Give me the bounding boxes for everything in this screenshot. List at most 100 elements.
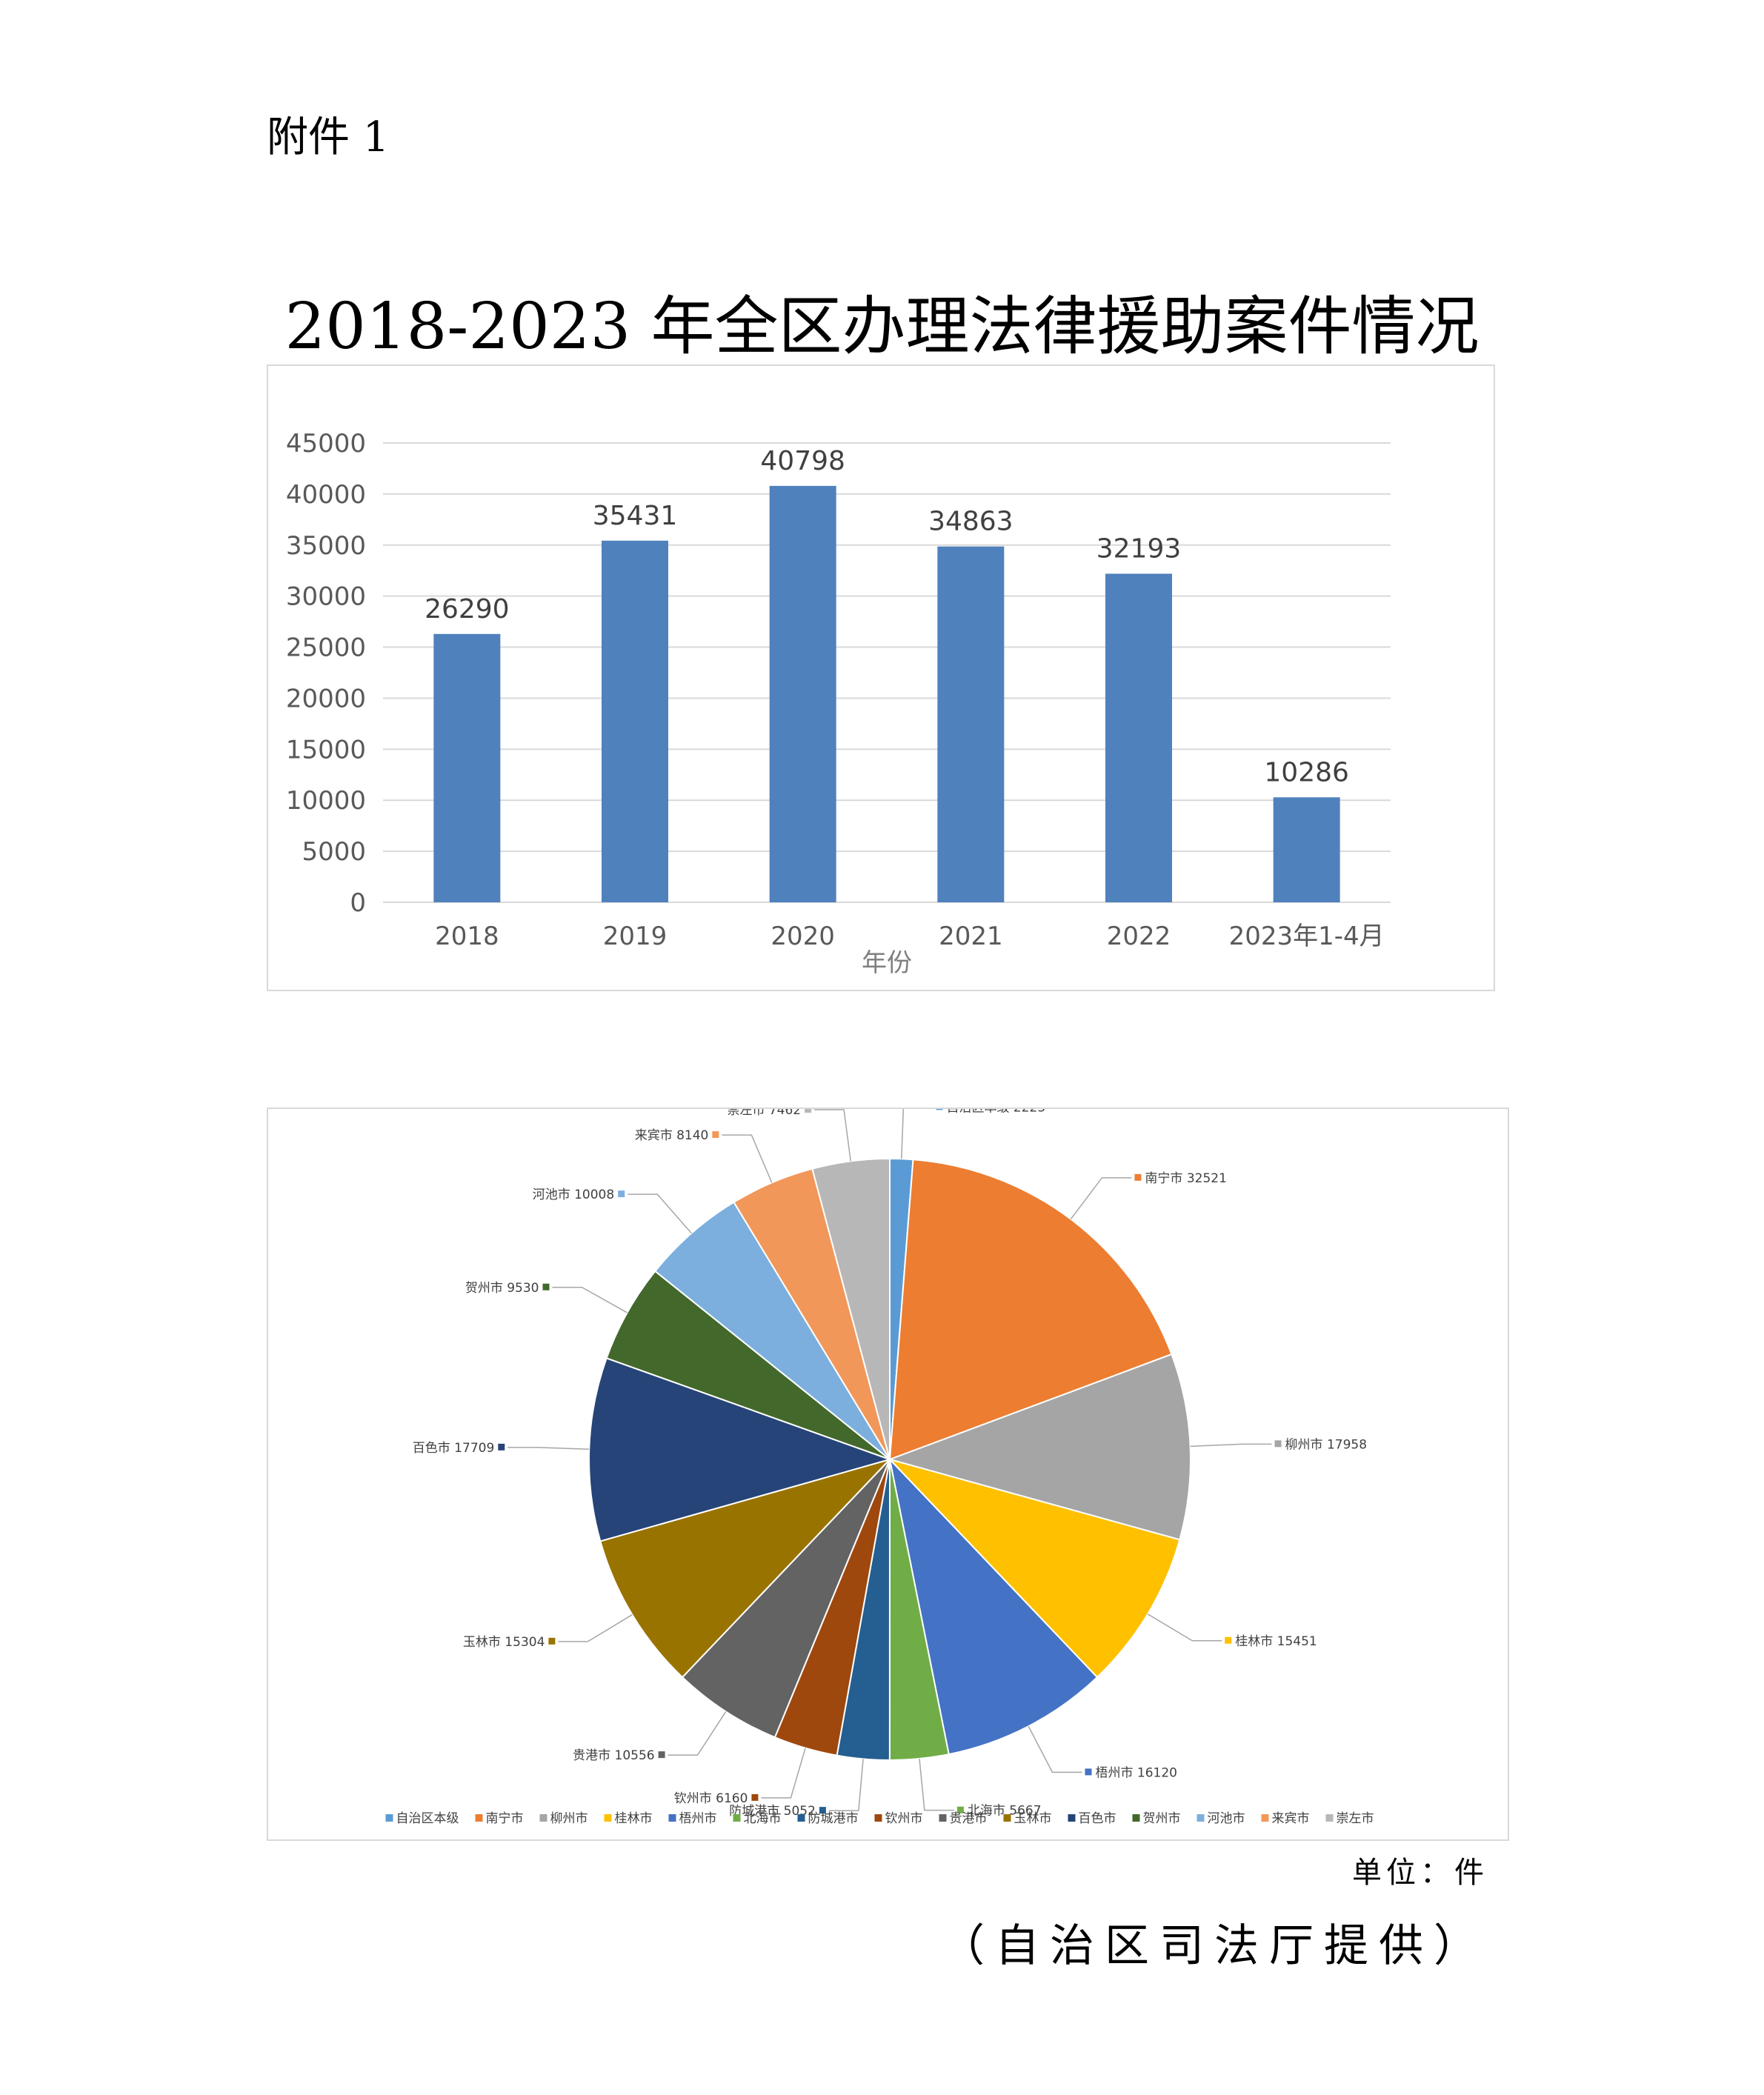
x-tick-label: 2022 (1107, 922, 1171, 951)
legend-swatch (874, 1814, 882, 1822)
leader-line (761, 1748, 806, 1799)
leader-line (901, 1109, 905, 1159)
legend-entry: 贺州市 (1143, 1811, 1181, 1826)
y-tick-label: 10000 (286, 786, 366, 816)
y-tick-label: 25000 (286, 633, 366, 663)
pie-data-label: 柳州市 17958 (1285, 1437, 1367, 1452)
legend-swatch (1003, 1814, 1011, 1822)
legend-entry: 钦州市 (885, 1811, 923, 1826)
pie-data-label: 桂林市 15451 (1235, 1634, 1317, 1649)
legend-entry: 百色市 (1079, 1811, 1116, 1826)
leader-line (668, 1711, 727, 1756)
attachment-label: 附件 1 (267, 113, 390, 161)
leader-line (1070, 1177, 1132, 1220)
leader-line (1147, 1613, 1222, 1642)
legend-swatch (475, 1814, 483, 1822)
legend-swatch (604, 1814, 612, 1822)
bar-data-label: 35431 (593, 501, 678, 531)
pie-slice (653, 1201, 891, 1460)
pie-data-label: 贵港市 10556 (573, 1748, 654, 1763)
label-swatch (1085, 1768, 1092, 1776)
x-tick-label: 2018 (435, 922, 499, 951)
legend-entry: 北海市 (744, 1811, 782, 1826)
pie-data-label: 南宁市 32521 (1145, 1171, 1226, 1186)
leader-line (628, 1193, 692, 1234)
legend-swatch (385, 1814, 393, 1822)
legend-entry: 河池市 (1208, 1811, 1245, 1826)
leader-line (558, 1614, 633, 1642)
bar-chart: 0 5000 10000 15000 20000 25000 30000 35000 40000… (286, 429, 1391, 978)
leader-line (919, 1758, 954, 1811)
leader-line (1190, 1443, 1272, 1448)
legend-entry: 崇左市 (1337, 1811, 1374, 1826)
label-swatch (751, 1793, 759, 1801)
x-tick-label: 2019 (603, 922, 668, 951)
y-tick-label: 5000 (302, 837, 366, 867)
label-swatch (805, 1109, 812, 1113)
legend-entry: 贵港市 (950, 1811, 988, 1826)
bar-data-label: 26290 (425, 594, 510, 624)
pie-data-label: 百色市 17709 (413, 1441, 494, 1456)
bar (769, 485, 836, 902)
label-swatch (712, 1131, 719, 1139)
label-swatch (618, 1190, 625, 1198)
legend-entry: 来宾市 (1272, 1811, 1310, 1826)
pie-data-label: 河池市 10008 (533, 1188, 614, 1202)
bar-data-label: 32193 (1096, 533, 1182, 564)
source-note: （自治区司法厅提供） (940, 1920, 1488, 1972)
legend-swatch (1261, 1814, 1269, 1822)
leader-line (814, 1109, 851, 1162)
bar-data-label: 34863 (928, 507, 1014, 537)
legend-entry: 南宁市 (486, 1811, 524, 1826)
pie-chart-frame: 自治区本级 2223 南宁市 32521 柳州市 17958 桂林市 15451 梧州市… (267, 1108, 1509, 1841)
leader-line (828, 1759, 864, 1811)
pie-slice (605, 1270, 891, 1460)
pie-data-label: 来宾市 8140 (635, 1128, 709, 1143)
pie-slice (888, 1159, 1173, 1461)
bar (1273, 797, 1340, 902)
label-swatch (936, 1109, 943, 1110)
y-tick-label: 20000 (286, 684, 366, 713)
bar-chart-frame: 0 5000 10000 15000 20000 25000 30000 35000 40000… (267, 364, 1495, 991)
label-swatch (1134, 1173, 1142, 1181)
legend-entry: 柳州市 (550, 1811, 588, 1826)
pie-slice (887, 1353, 1191, 1541)
legend-entry: 玉林市 (1014, 1811, 1052, 1826)
x-axis-title: 年份 (862, 948, 912, 978)
legend-swatch (1196, 1814, 1205, 1822)
pie-data-label: 钦州市 6160 (674, 1791, 748, 1806)
y-tick-label: 40000 (286, 480, 366, 510)
bar (602, 540, 668, 902)
pie-slice (599, 1458, 893, 1679)
legend-entry: 桂林市 (615, 1811, 653, 1826)
pie-chart: 自治区本级 2223 南宁市 32521 柳州市 17958 桂林市 15451 梧州市… (385, 1109, 1374, 1826)
label-swatch (658, 1751, 665, 1759)
pie-data-label: 防城港市 5052 (729, 1804, 816, 1819)
pie-data-label: 自治区本级 2223 (946, 1109, 1045, 1115)
pie-data-label: 崇左市 7462 (727, 1109, 801, 1118)
bar (1105, 573, 1172, 902)
leader-line (552, 1287, 628, 1313)
legend-entry: 防城港市 (808, 1811, 859, 1826)
pie-data-label: 玉林市 15304 (463, 1635, 545, 1650)
legend-swatch (1132, 1814, 1140, 1822)
label-swatch (1225, 1636, 1232, 1644)
legend-swatch (1325, 1814, 1334, 1822)
pie-data-label: 北海市 5667 (968, 1804, 1042, 1819)
page-title: 2018-2023 年全区办理法律援助案件情况 (284, 290, 1480, 364)
leader-line (1028, 1725, 1082, 1773)
legend-swatch (797, 1814, 805, 1822)
pie-slice (811, 1157, 891, 1460)
x-tick-label: 2021 (939, 922, 1003, 951)
label-swatch (542, 1283, 550, 1290)
label-swatch (498, 1443, 505, 1450)
bar (433, 633, 501, 902)
leader-line (507, 1447, 590, 1450)
x-tick-label: 2020 (770, 922, 835, 951)
y-tick-label: 0 (350, 888, 366, 918)
leader-line (722, 1134, 773, 1183)
pie-slice (681, 1459, 891, 1739)
pie-data-label: 梧州市 16120 (1095, 1765, 1176, 1780)
legend-swatch (668, 1814, 676, 1822)
unit-note: 单位：件 (1352, 1856, 1488, 1890)
